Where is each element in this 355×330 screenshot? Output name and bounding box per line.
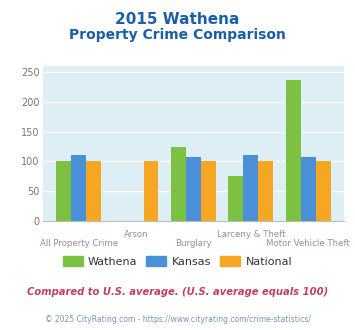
Bar	[86, 161, 101, 221]
Bar	[171, 147, 186, 221]
Text: All Property Crime: All Property Crime	[40, 239, 118, 248]
Bar	[229, 176, 244, 221]
Bar	[143, 161, 158, 221]
Legend: Wathena, Kansas, National: Wathena, Kansas, National	[58, 251, 297, 271]
Text: Property Crime Comparison: Property Crime Comparison	[69, 28, 286, 42]
Bar	[258, 161, 273, 221]
Bar	[286, 80, 301, 221]
Bar	[186, 157, 201, 221]
Bar	[316, 161, 331, 221]
Text: Compared to U.S. average. (U.S. average equals 100): Compared to U.S. average. (U.S. average …	[27, 287, 328, 297]
Bar	[244, 155, 258, 221]
Text: Burglary: Burglary	[175, 239, 212, 248]
Bar	[71, 155, 86, 221]
Bar	[201, 161, 216, 221]
Text: Arson: Arson	[124, 230, 148, 239]
Text: 2015 Wathena: 2015 Wathena	[115, 12, 240, 26]
Bar	[301, 157, 316, 221]
Text: Larceny & Theft: Larceny & Theft	[217, 230, 285, 239]
Text: Motor Vehicle Theft: Motor Vehicle Theft	[266, 239, 350, 248]
Text: © 2025 CityRating.com - https://www.cityrating.com/crime-statistics/: © 2025 CityRating.com - https://www.city…	[45, 315, 310, 324]
Bar	[56, 161, 71, 221]
